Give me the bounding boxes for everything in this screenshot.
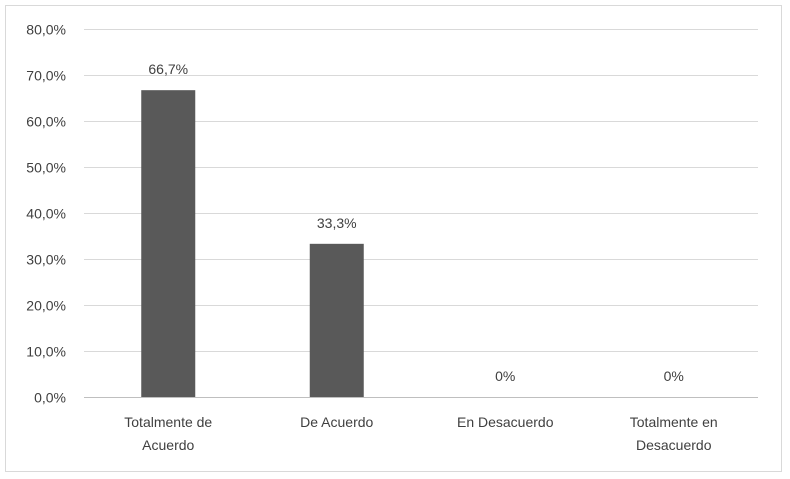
x-category-label-line: De Acuerdo [300, 414, 373, 430]
data-label: 66,7% [148, 61, 188, 77]
y-tick-label: 80,0% [26, 22, 66, 38]
x-category-label-line: Totalmente de [124, 414, 212, 430]
y-tick-label: 70,0% [26, 68, 66, 84]
gridlines [84, 29, 758, 352]
y-tick-label: 10,0% [26, 344, 66, 360]
x-category-label: Totalmente de Acuerdo [124, 414, 212, 453]
data-label: 0% [495, 368, 515, 384]
y-tick-label: 40,0% [26, 206, 66, 222]
x-category-label: En Desacuerdo [457, 414, 554, 430]
data-label: 0% [664, 368, 684, 384]
bars [141, 90, 364, 398]
data-label: 33,3% [317, 215, 357, 231]
bar [309, 243, 364, 397]
data-labels: 66,7% 33,3% 0% 0% [148, 61, 683, 384]
category-labels: Totalmente de Acuerdo De Acuerdo En Desacue… [124, 414, 717, 453]
chart-frame [5, 5, 782, 472]
y-tick-label: 20,0% [26, 298, 66, 314]
x-category-label-line: Desacuerdo [636, 437, 712, 453]
y-tick-label: 50,0% [26, 160, 66, 176]
y-tick-label: 60,0% [26, 114, 66, 130]
x-category-label: Totalmente en Desacuerdo [630, 414, 718, 453]
y-tick-label: 30,0% [26, 252, 66, 268]
y-axis-tick-labels: 0,0% 10,0% 20,0% 30,0% 40,0% 50,0% 60,0% 70,0% 8… [26, 22, 66, 406]
y-tick-label: 0,0% [34, 390, 66, 406]
x-category-label-line: En Desacuerdo [457, 414, 554, 430]
x-category-label-line: Totalmente en [630, 414, 718, 430]
x-category-label: De Acuerdo [300, 414, 373, 430]
x-category-label-line: Acuerdo [142, 437, 194, 453]
bar [141, 90, 196, 398]
